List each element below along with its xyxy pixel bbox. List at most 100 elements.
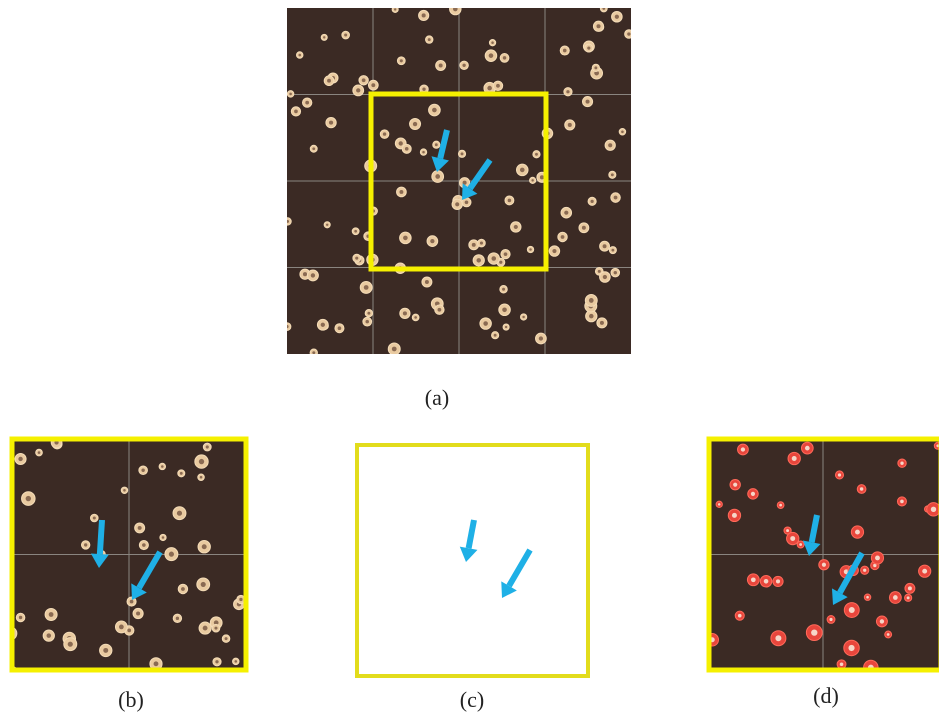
cell-core [428, 38, 431, 41]
cell-core [38, 451, 41, 454]
panel-d-image [706, 437, 939, 675]
cell-core [435, 143, 438, 146]
cell-core [355, 257, 358, 260]
cell-core [453, 7, 458, 12]
cell-core [141, 469, 144, 472]
cell-core [371, 83, 375, 87]
cell-core [504, 252, 508, 256]
cell-core [552, 249, 556, 253]
cell-core [312, 351, 315, 354]
cell-core [403, 236, 408, 241]
cell-core [520, 168, 525, 173]
cell-core [294, 110, 298, 114]
cell-core [535, 153, 538, 156]
cell-core [392, 347, 397, 352]
cell-core [608, 143, 612, 147]
cell-core [93, 516, 96, 519]
cell-core [487, 86, 492, 91]
cell-core [494, 334, 497, 337]
cell-core [596, 24, 600, 28]
cell-core [603, 275, 607, 279]
cell-core [775, 635, 781, 641]
cell-core [47, 633, 52, 638]
cell-core [931, 507, 936, 512]
cell-core [900, 500, 904, 504]
cell-core [26, 496, 31, 501]
cell-core [462, 64, 465, 67]
cell-core [414, 316, 417, 319]
cell-core [201, 582, 206, 587]
cell-core [327, 79, 331, 83]
cell-core [399, 141, 403, 145]
cell-core [741, 447, 745, 451]
cell-core [344, 33, 347, 36]
cell-core [200, 476, 203, 479]
cell-core [738, 614, 742, 618]
cell-core [848, 645, 854, 651]
cell-core [142, 543, 146, 547]
cell-core [776, 579, 780, 583]
cell-core [356, 88, 360, 92]
panel-label: (d) [813, 683, 839, 708]
cell-core [621, 130, 624, 133]
cell-core [880, 619, 884, 623]
cell-core [234, 660, 237, 663]
cell-core [130, 600, 134, 604]
cell-core [591, 200, 594, 203]
cell-core [505, 326, 507, 328]
cell-core [483, 321, 488, 326]
cell-core [587, 47, 590, 50]
cell-core [539, 336, 543, 340]
cell-core [161, 465, 164, 468]
cell-core [362, 78, 366, 82]
cell-core [589, 314, 594, 319]
cell-core [887, 633, 890, 636]
cell-core [522, 316, 524, 318]
cell-core [499, 261, 502, 264]
cell-core [589, 298, 594, 303]
cell-core [733, 483, 737, 487]
cell-core [611, 173, 614, 176]
cell-core [169, 552, 174, 557]
cell-core [199, 459, 204, 464]
cell-core [394, 8, 396, 10]
cell-core [354, 230, 357, 233]
cell-core [422, 88, 425, 91]
cell-core [154, 661, 159, 666]
cell-core [786, 529, 789, 532]
cell-core [863, 569, 866, 572]
cell-core [503, 56, 506, 59]
cell-core [611, 249, 614, 252]
cell-core [875, 556, 880, 561]
cell-core [305, 101, 309, 105]
cell-core [779, 504, 782, 507]
cell-core [922, 569, 927, 574]
cell-core [19, 616, 22, 619]
cell-core [119, 625, 124, 630]
cell-core [138, 526, 142, 530]
panel-b-image [4, 437, 248, 674]
panel-label: (b) [118, 687, 144, 712]
cell-core [491, 41, 494, 44]
cell-core [84, 543, 87, 546]
figure: (a) (b) (c) (d) [0, 0, 939, 720]
cell-core [529, 248, 532, 251]
cell-core [598, 270, 601, 273]
cell-core [514, 225, 518, 229]
cell-core [751, 492, 755, 496]
cell-core [215, 660, 218, 663]
cell-core [907, 596, 910, 599]
cell-core [225, 637, 228, 640]
cell-core [564, 211, 568, 215]
cell-core [764, 579, 769, 584]
cell-core [49, 612, 54, 617]
cell-core [367, 312, 370, 315]
cell-core [383, 132, 386, 135]
cell-core [496, 84, 500, 88]
cell-core [435, 174, 440, 179]
cell-core [239, 598, 242, 601]
cell-core [364, 285, 369, 290]
cell-core [438, 308, 442, 312]
cell-core [162, 536, 165, 539]
cell-core [180, 472, 183, 475]
